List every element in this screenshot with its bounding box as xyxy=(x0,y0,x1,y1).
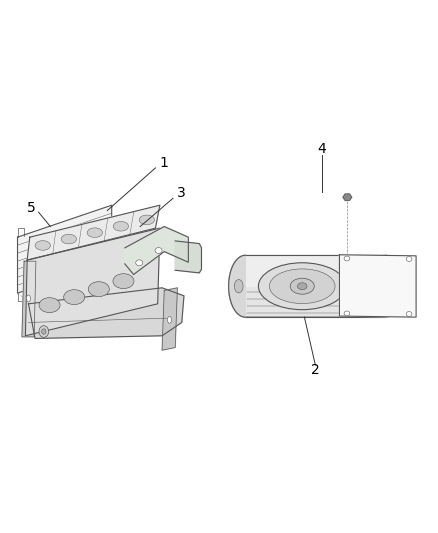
Ellipse shape xyxy=(290,278,314,294)
Ellipse shape xyxy=(88,282,110,296)
Polygon shape xyxy=(343,194,352,200)
Text: 5: 5 xyxy=(27,201,36,215)
Ellipse shape xyxy=(406,311,412,317)
Text: 2: 2 xyxy=(311,364,320,377)
Ellipse shape xyxy=(42,329,46,334)
Polygon shape xyxy=(175,241,201,273)
Polygon shape xyxy=(95,244,112,262)
Ellipse shape xyxy=(167,316,172,323)
Ellipse shape xyxy=(297,282,307,289)
Ellipse shape xyxy=(27,295,31,302)
Ellipse shape xyxy=(258,263,346,310)
Ellipse shape xyxy=(139,215,155,225)
Ellipse shape xyxy=(234,279,243,293)
Ellipse shape xyxy=(35,240,50,250)
Ellipse shape xyxy=(113,274,134,289)
Polygon shape xyxy=(22,261,36,337)
Ellipse shape xyxy=(344,256,350,261)
Polygon shape xyxy=(385,255,402,317)
Polygon shape xyxy=(27,205,160,260)
Ellipse shape xyxy=(61,234,77,244)
Polygon shape xyxy=(34,266,51,285)
Polygon shape xyxy=(229,255,245,317)
Polygon shape xyxy=(339,255,416,317)
Ellipse shape xyxy=(155,247,162,254)
Ellipse shape xyxy=(269,269,335,303)
Text: 3: 3 xyxy=(177,186,186,200)
Polygon shape xyxy=(18,205,112,293)
Text: 1: 1 xyxy=(160,156,169,169)
Ellipse shape xyxy=(113,222,128,231)
Ellipse shape xyxy=(406,257,412,262)
Polygon shape xyxy=(229,255,402,317)
Ellipse shape xyxy=(64,290,85,305)
Ellipse shape xyxy=(39,297,60,312)
Ellipse shape xyxy=(344,311,350,316)
Polygon shape xyxy=(28,288,184,338)
Polygon shape xyxy=(75,251,92,270)
Polygon shape xyxy=(125,227,188,274)
Polygon shape xyxy=(55,259,71,278)
Ellipse shape xyxy=(87,228,102,238)
Polygon shape xyxy=(25,228,160,336)
Text: 4: 4 xyxy=(318,142,326,156)
Ellipse shape xyxy=(39,326,49,337)
Ellipse shape xyxy=(136,260,143,266)
Polygon shape xyxy=(162,288,177,350)
Polygon shape xyxy=(245,255,385,286)
